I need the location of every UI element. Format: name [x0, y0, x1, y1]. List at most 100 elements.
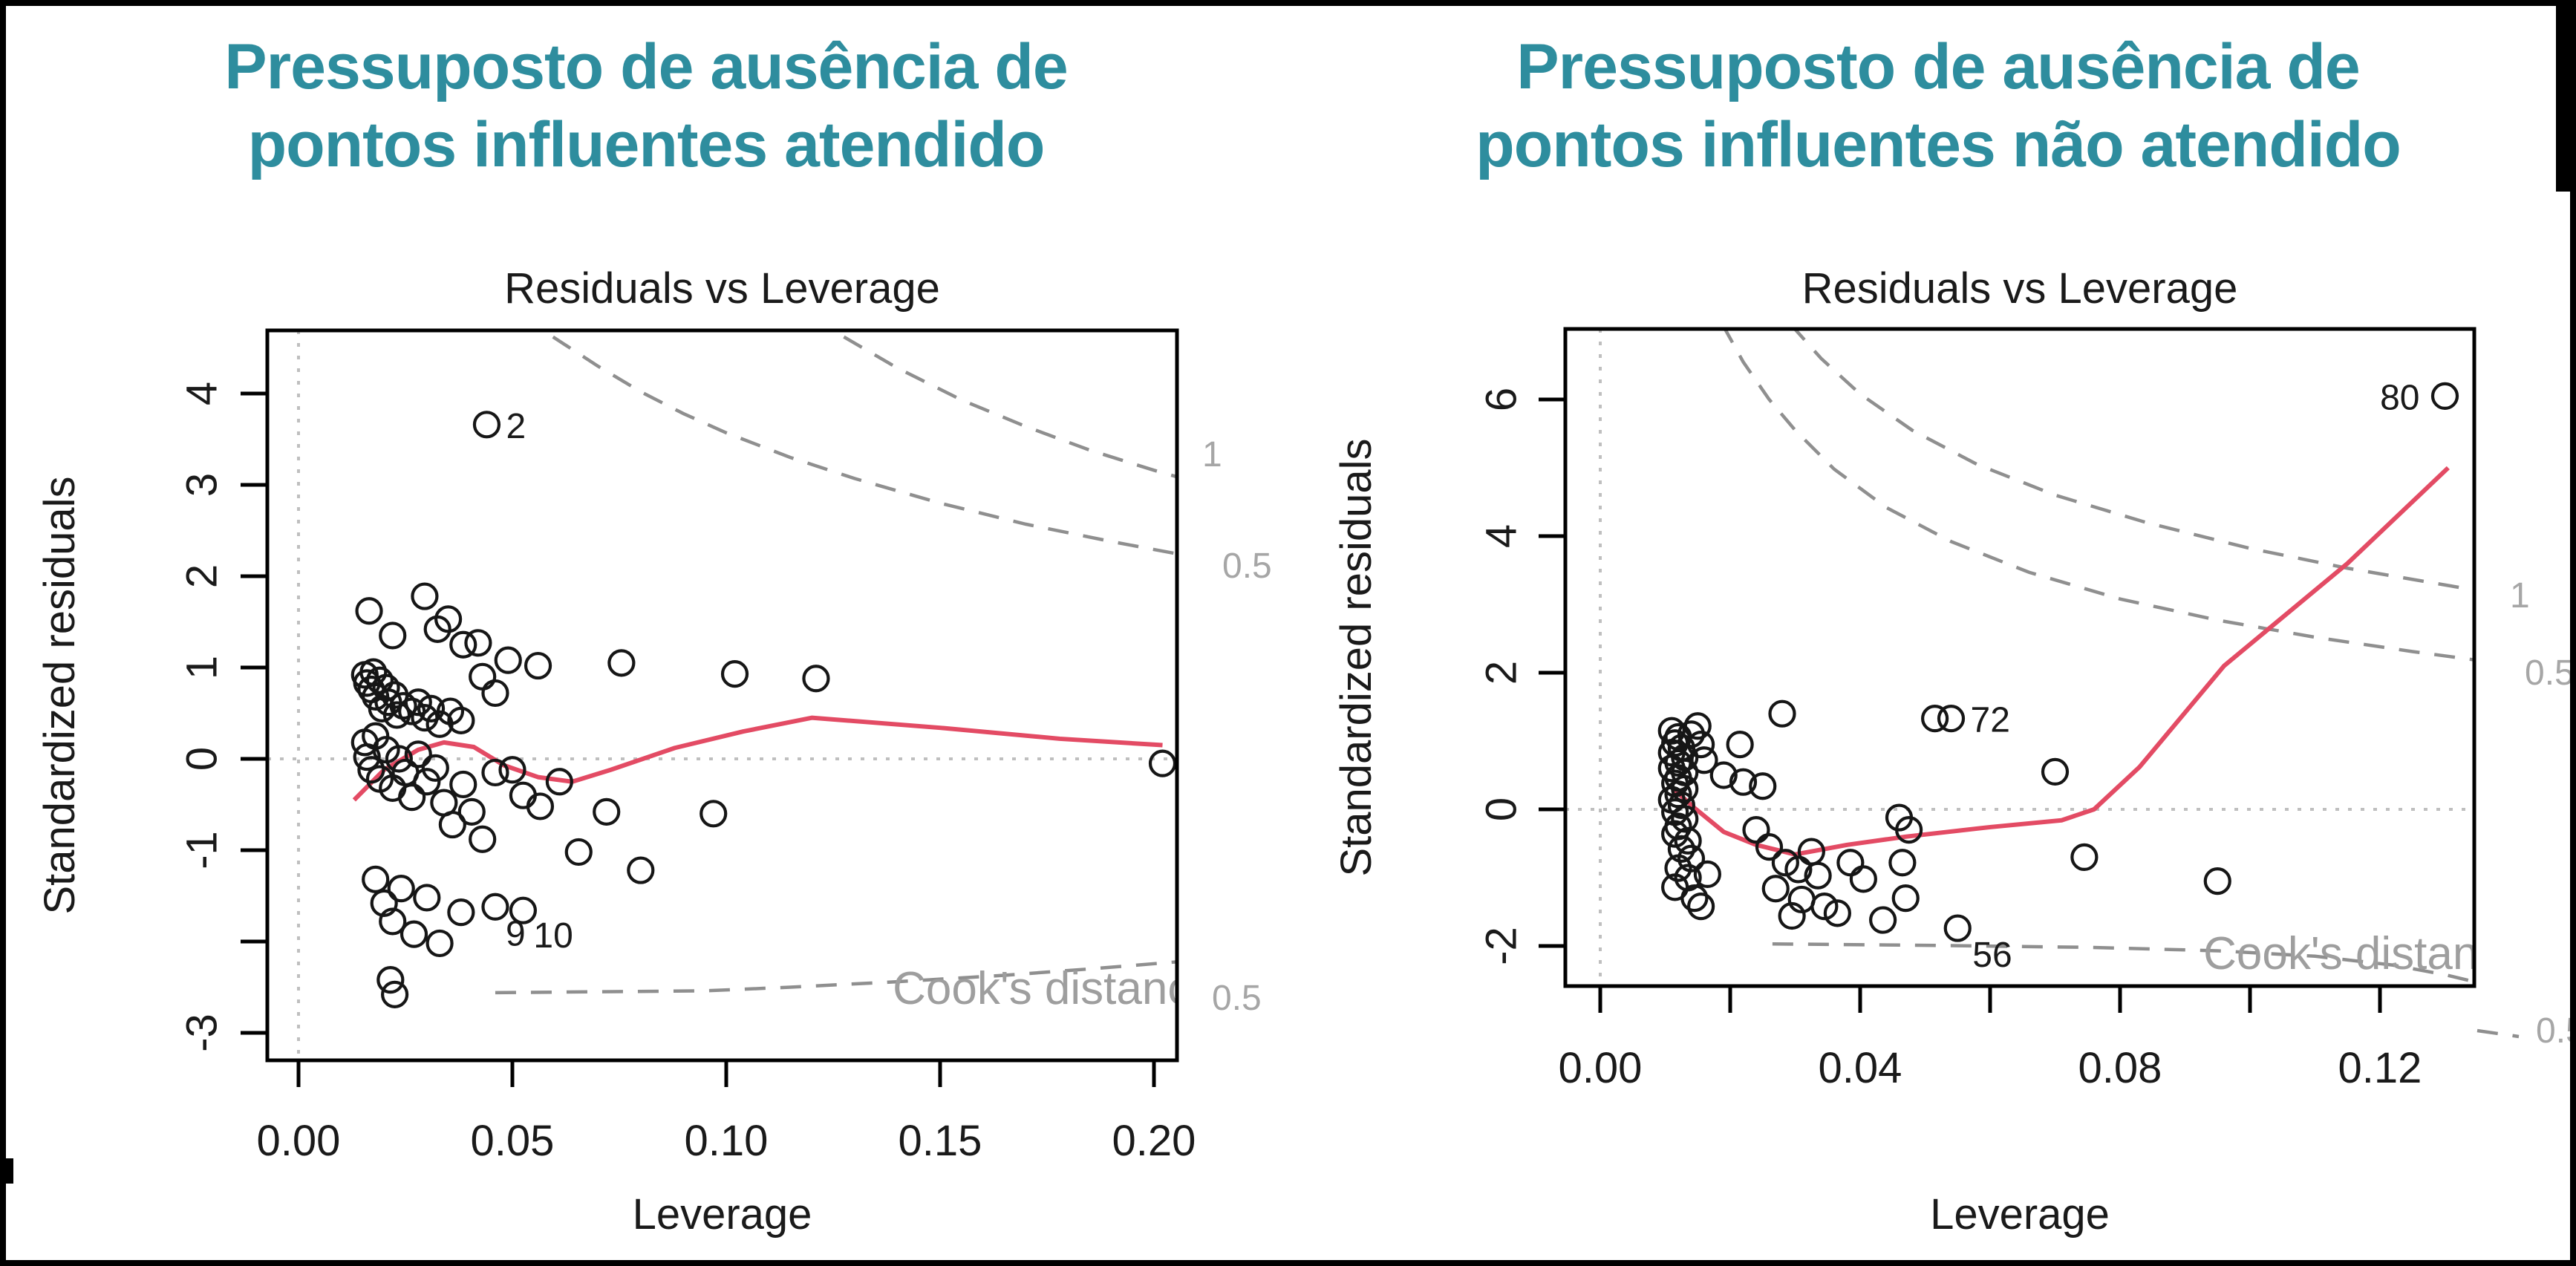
- right-panel-title-line1: Pressuposto de ausência de: [1516, 31, 2360, 102]
- y-tick-label: -2: [1478, 927, 1526, 965]
- data-point: [362, 865, 390, 893]
- data-point: [1778, 901, 1806, 930]
- cooks-distance-contours: [495, 335, 1177, 995]
- cooks-1-upper: [1792, 329, 2474, 592]
- contour-level-label: 0.5: [1222, 546, 1272, 586]
- data-point: [802, 665, 830, 693]
- data-point: [404, 688, 432, 717]
- data-point: [593, 797, 621, 826]
- data-point: [1664, 780, 1692, 809]
- cooks-distance-label: Cook's distance: [893, 963, 1216, 1014]
- data-point: [509, 781, 538, 809]
- data-point: [469, 825, 497, 853]
- x-tick-label: 0.00: [1559, 1044, 1643, 1092]
- data-point: [1690, 746, 1718, 774]
- y-tick-label: 6: [1478, 388, 1526, 411]
- outlier-point-72: [1937, 705, 1966, 733]
- plot-title: Residuals vs Leverage: [504, 264, 940, 313]
- cooks-1-upper: [843, 335, 1177, 479]
- data-point: [1729, 768, 1758, 796]
- outlier-label-2: 2: [506, 407, 526, 446]
- cooks-05-lower: [495, 960, 1177, 995]
- data-point: [1895, 815, 1923, 844]
- data-point: [447, 706, 475, 734]
- cooks-05-upper: [1723, 329, 2474, 662]
- data-point: [1667, 791, 1695, 820]
- data-point: [469, 662, 497, 691]
- outlier-label-80: 80: [2380, 378, 2419, 417]
- data-point: [385, 745, 413, 773]
- data-point: [2041, 757, 2070, 786]
- data-point: [1804, 861, 1832, 890]
- outlier-point-72-twin: [1921, 705, 1949, 733]
- data-point: [1687, 893, 1715, 921]
- scatter-points: [350, 582, 1177, 1008]
- y-tick-label: 3: [178, 473, 226, 497]
- data-point: [1664, 854, 1692, 882]
- data-point: [545, 768, 573, 796]
- x-axis-label: Leverage: [633, 1190, 812, 1239]
- data-point: [494, 646, 522, 674]
- left-panel-title-line1: Pressuposto de ausência de: [224, 31, 1068, 102]
- data-point: [1687, 730, 1715, 759]
- top-right-black-bar: [2556, 0, 2576, 192]
- data-point: [627, 856, 655, 884]
- x-tick-label: 0.08: [2078, 1044, 2162, 1092]
- y-tick-label: 4: [178, 382, 226, 405]
- data-point: [1693, 860, 1721, 889]
- contour-margin-dash: [2476, 1028, 2520, 1039]
- data-point: [457, 797, 486, 826]
- data-point: [1680, 884, 1709, 913]
- outlier-label-72: 72: [1971, 701, 2010, 740]
- y-tick-label: 4: [1478, 524, 1526, 548]
- data-point: [449, 770, 477, 799]
- contour-level-label: 0.5: [1212, 979, 1262, 1018]
- data-point: [355, 597, 383, 625]
- x-axis-label: Leverage: [1930, 1190, 2110, 1239]
- data-point: [1761, 875, 1790, 903]
- data-point: [1836, 849, 1865, 877]
- data-point: [1849, 865, 1877, 893]
- data-point: [370, 889, 398, 917]
- data-point: [1709, 761, 1738, 789]
- y-axis-label: Standardized residuals: [1332, 438, 1380, 876]
- plot-title: Residuals vs Leverage: [1802, 264, 2238, 313]
- data-point: [379, 621, 407, 650]
- data-point: [1683, 712, 1712, 740]
- data-point: [417, 694, 446, 722]
- contour-level-label: 1: [2510, 576, 2530, 616]
- data-point: [700, 800, 728, 828]
- x-tick-label: 0.04: [1819, 1044, 1902, 1092]
- data-point: [425, 929, 454, 958]
- scatter-points: [1657, 699, 2231, 934]
- data-point: [2203, 867, 2231, 895]
- outlier-point-10: [509, 896, 538, 924]
- data-point: [372, 673, 400, 702]
- x-tick-label: 0.15: [899, 1117, 982, 1165]
- data-point: [411, 582, 439, 610]
- outlier-label-10: 10: [533, 916, 573, 956]
- data-point: [1671, 805, 1699, 833]
- y-tick-label: -3: [178, 1014, 226, 1052]
- left-panel-title: Pressuposto de ausência de pontos influe…: [45, 28, 1248, 184]
- cooks-distance-label: Cook's distance: [2203, 928, 2527, 979]
- right-panel-title-line2: pontos influentes não atendido: [1476, 108, 2401, 180]
- data-point: [481, 758, 509, 787]
- labeled-outlier-points: 80 72 56: [1921, 378, 2459, 975]
- data-point: [380, 980, 409, 1008]
- cooks-05-lower: [1772, 942, 2474, 984]
- zero-reference-lines: [1565, 329, 2474, 986]
- plot-box: [265, 328, 1179, 1063]
- data-point: [1148, 749, 1177, 777]
- data-point: [720, 660, 749, 688]
- data-point: [1784, 855, 1813, 884]
- axes: 0.00 0.05 0.10 0.15 0.20 -3 -1 0 1 2 3 4: [178, 382, 1196, 1165]
- data-point: [1823, 899, 1851, 927]
- y-tick-label: 0: [1478, 797, 1526, 821]
- y-tick-label: 2: [1478, 661, 1526, 685]
- data-point: [1677, 720, 1706, 748]
- cooks-distance-contours: [1723, 329, 2474, 984]
- data-point: [400, 920, 428, 948]
